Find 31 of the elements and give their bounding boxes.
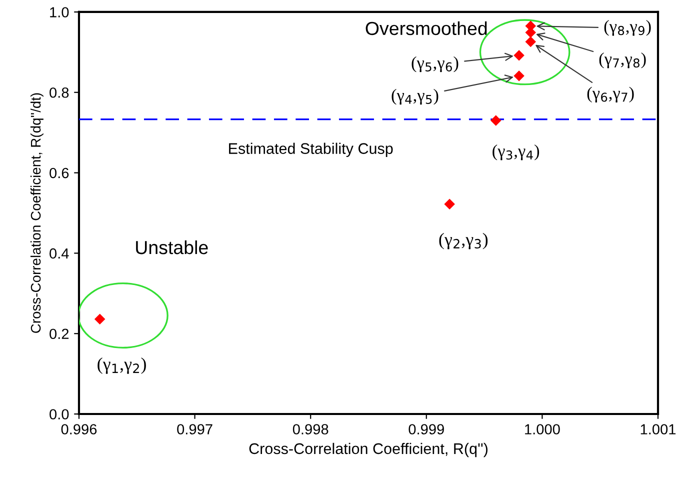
y-tick-label: 0.6 (50, 168, 69, 178)
y-axis-title: Cross-Correlation Coefficient, R(dq''/dt) (30, 93, 44, 333)
annotation: (γ$_{6}$,γ$_{7}$) (587, 86, 634, 102)
y-tick-label: 0.0 (50, 409, 69, 420)
ref-line-label: Estimated Stability Cusp (229, 142, 393, 157)
annotation: (γ$_{1}$,γ$_{2}$) (98, 357, 146, 374)
x-tick-label: 1.001 (640, 424, 676, 434)
annotation: (γ$_{2}$,γ$_{3}$) (439, 232, 488, 250)
annotation: Oversmoothed (366, 21, 487, 36)
y-tick-label: 0.8 (50, 87, 69, 98)
point (444, 198, 455, 210)
x-axis-title: Cross-Correlation Coefficient, R(q'') (249, 442, 488, 458)
point (490, 115, 502, 126)
annotation: (γ$_{5}$,γ$_{6}$) (412, 56, 458, 72)
point (514, 70, 524, 82)
x-tick-label: 1.000 (525, 424, 560, 434)
x-tick-label: 0.997 (177, 424, 212, 434)
annotation: (γ$_{8}$,γ$_{9}$) (604, 20, 651, 36)
y-tick-label: 0.2 (50, 328, 69, 340)
annotation: (γ$_{3}$,γ$_{4}$) (492, 144, 540, 160)
point (514, 50, 524, 61)
annotation: Unstable (136, 240, 208, 254)
annotation: (γ$_{4}$,γ$_{5}$) (392, 88, 438, 105)
point (525, 36, 536, 48)
y-tick-label: 0.4 (50, 248, 69, 259)
x-tick-label: 0.999 (408, 424, 444, 434)
annotation: (γ$_{7}$,γ$_{8}$) (599, 52, 646, 68)
x-tick-label: 0.998 (292, 424, 328, 434)
y-tick-label: 1.0 (50, 7, 69, 18)
x-tick-label: 0.996 (61, 424, 97, 434)
point (94, 314, 106, 324)
